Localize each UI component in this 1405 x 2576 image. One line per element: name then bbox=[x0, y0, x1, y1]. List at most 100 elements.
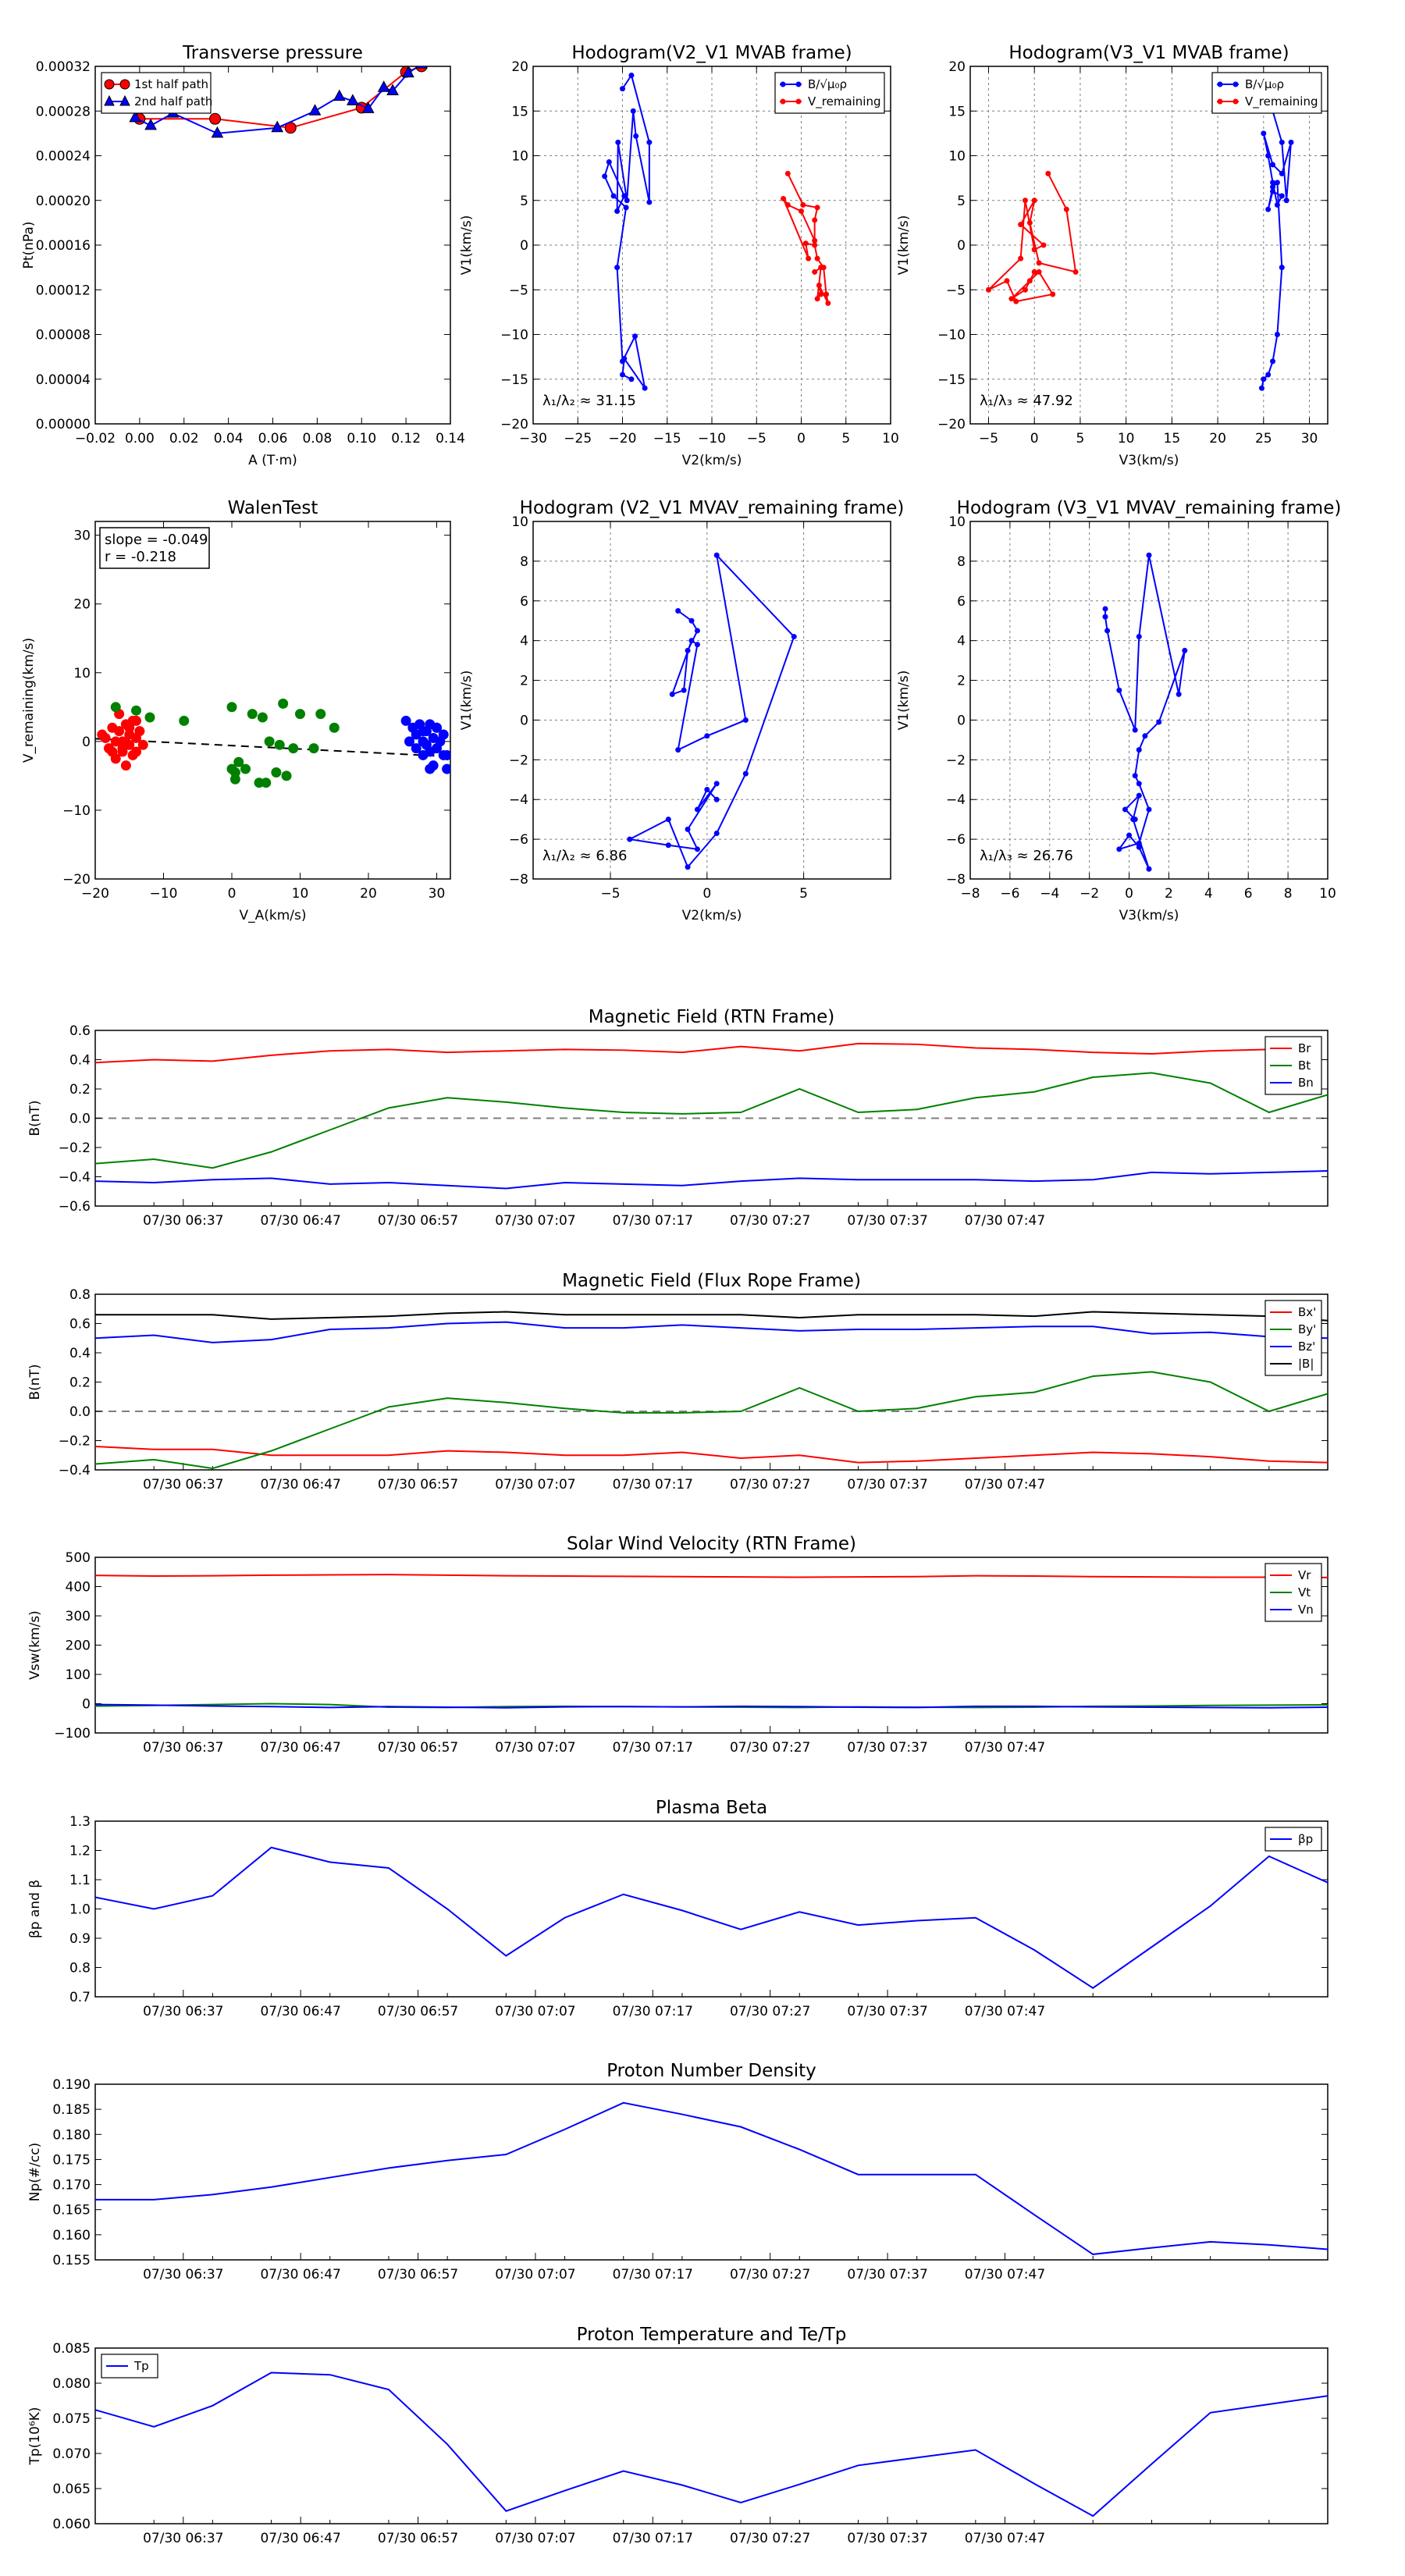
x-tick-label: 07/30 07:47 bbox=[965, 2531, 1045, 2546]
series-by- bbox=[95, 1371, 1328, 1470]
plot-frame bbox=[969, 66, 1329, 425]
series-0 bbox=[1102, 552, 1188, 872]
data-point bbox=[632, 333, 638, 340]
legend: B/√μ₀ρ V_remaining bbox=[774, 72, 885, 114]
data-point bbox=[665, 817, 671, 823]
y-tick-label: 10 bbox=[511, 149, 528, 165]
data-point bbox=[1261, 130, 1267, 137]
plot-area bbox=[95, 698, 450, 788]
data-point bbox=[615, 139, 621, 145]
data-point bbox=[1136, 844, 1142, 850]
legend-label: 2nd half path bbox=[134, 94, 212, 109]
annotation: λ₁/λ₂ ≈ 6.86 bbox=[542, 848, 627, 864]
data-point bbox=[742, 770, 749, 777]
annotation-box bbox=[99, 527, 210, 569]
y-axis-label: Tp(10⁶K) bbox=[27, 2407, 43, 2465]
x-tick-label: 07/30 07:17 bbox=[613, 1740, 693, 1756]
legend-label: βp bbox=[1298, 1832, 1313, 1846]
legend-label: Vt bbox=[1298, 1585, 1311, 1599]
y-tick-label: −15 bbox=[500, 372, 528, 388]
plot-frame bbox=[532, 521, 891, 880]
x-tick-label: −10 bbox=[150, 886, 178, 902]
chart-hodogram-v2-v1-mvav: −8 −6 −4 −2 0 2 4 6 8 10 −5 0 5 Hodogram (V2_V1 MVAV_… bbox=[459, 498, 904, 923]
data-point bbox=[1265, 206, 1272, 212]
x-tick-label: 20 bbox=[360, 886, 377, 902]
x-axis-label: V3(km/s) bbox=[1119, 453, 1179, 468]
legend-label: Bz' bbox=[1298, 1340, 1315, 1354]
data-point bbox=[1072, 269, 1079, 275]
x-tick-label: 07/30 07:27 bbox=[730, 2531, 810, 2546]
data-point bbox=[713, 830, 720, 836]
series-line bbox=[95, 2101, 1328, 2255]
y-tick-label: 0.2 bbox=[69, 1375, 91, 1391]
x-tick-label: 10 bbox=[292, 886, 309, 902]
series-b- bbox=[602, 72, 653, 391]
y-tick-label: 0.165 bbox=[52, 2203, 91, 2218]
data-point bbox=[1270, 180, 1276, 186]
data-point bbox=[1102, 606, 1108, 612]
data-point bbox=[630, 108, 636, 114]
x-tick-label: 5 bbox=[799, 886, 808, 902]
plot-area bbox=[95, 2101, 1328, 2255]
data-point bbox=[110, 702, 121, 713]
x-tick-label: −30 bbox=[519, 431, 547, 447]
y-tick-label: 0.185 bbox=[52, 2102, 91, 2118]
x-tick-label: 07/30 07:17 bbox=[613, 2267, 693, 2282]
data-point bbox=[685, 647, 691, 653]
data-point bbox=[361, 101, 375, 113]
x-tick-label: 07/30 06:57 bbox=[378, 1213, 458, 1229]
data-point bbox=[134, 726, 145, 737]
legend-label: B/√μ₀ρ bbox=[1245, 77, 1284, 91]
data-point bbox=[627, 836, 633, 842]
y-tick-label: 0.160 bbox=[52, 2228, 91, 2243]
x-tick-label: 07/30 06:37 bbox=[143, 1477, 223, 1493]
data-point bbox=[261, 777, 272, 788]
data-point bbox=[614, 265, 621, 271]
x-tick-label: 07/30 07:47 bbox=[965, 2004, 1045, 2019]
y-tick-label: 0.0 bbox=[69, 1112, 91, 1127]
y-tick-label: −8 bbox=[509, 872, 528, 888]
data-point bbox=[681, 687, 687, 693]
data-point bbox=[694, 642, 700, 648]
legend-marker bbox=[780, 98, 786, 105]
data-point bbox=[1026, 278, 1033, 284]
data-point bbox=[1270, 162, 1276, 168]
data-point bbox=[100, 732, 111, 743]
annotation-line: slope = -0.049 bbox=[105, 532, 208, 548]
chart-title: Hodogram(V3_V1 MVAB frame) bbox=[1008, 43, 1289, 63]
data-point bbox=[240, 763, 251, 774]
chart-title: Transverse pressure bbox=[182, 43, 363, 63]
y-tick-label: 200 bbox=[66, 1638, 91, 1654]
series-br bbox=[95, 1042, 1269, 1064]
series-1 bbox=[110, 698, 340, 788]
y-tick-label: 500 bbox=[66, 1550, 91, 1566]
data-point bbox=[247, 709, 258, 720]
y-tick-label: 5 bbox=[957, 194, 966, 209]
data-point bbox=[438, 729, 449, 740]
data-point bbox=[784, 170, 791, 176]
x-tick-label: 07/30 06:57 bbox=[378, 2004, 458, 2019]
plot-area bbox=[1102, 552, 1188, 872]
x-tick-label: 07/30 07:17 bbox=[613, 2531, 693, 2546]
data-point bbox=[1040, 242, 1047, 248]
x-axis-label: V_A(km/s) bbox=[239, 908, 306, 923]
data-point bbox=[800, 201, 806, 208]
plot-area bbox=[95, 1846, 1328, 1989]
x-tick-label: 5 bbox=[841, 431, 850, 447]
x-tick-label: 07/30 07:37 bbox=[847, 1740, 927, 1756]
y-tick-label: −100 bbox=[54, 1726, 91, 1742]
plot-frame bbox=[94, 2083, 1329, 2261]
data-point bbox=[781, 195, 787, 201]
data-point bbox=[1013, 298, 1019, 304]
legend-label: Bt bbox=[1298, 1059, 1311, 1073]
data-point bbox=[386, 84, 399, 95]
data-point bbox=[329, 722, 340, 733]
chart-title: Proton Number Density bbox=[606, 2061, 816, 2081]
y-tick-label: 0.8 bbox=[69, 1961, 91, 1976]
x-tick-label: 07/30 07:07 bbox=[495, 2267, 575, 2282]
series-line bbox=[603, 73, 650, 389]
legend-label: By' bbox=[1298, 1322, 1316, 1336]
annotation: λ₁/λ₃ ≈ 47.92 bbox=[980, 393, 1073, 409]
y-tick-label: 0.0 bbox=[69, 1404, 91, 1420]
plot-frame bbox=[94, 1820, 1329, 1998]
